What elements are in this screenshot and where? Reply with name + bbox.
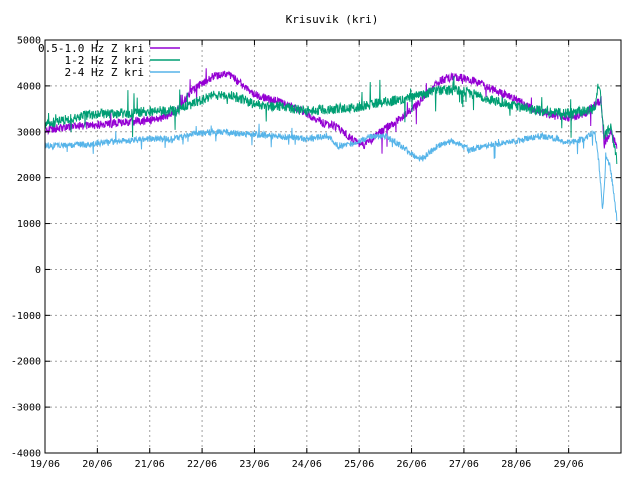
axes: -4000 -3000 -2000 -1000 0 1000 2000 3000 4000 500… [11, 36, 621, 470]
series-layer [44, 68, 618, 221]
x-tick-label: 19/06 [30, 459, 60, 470]
plot-frame [44, 39, 622, 454]
y-tick-label: 2000 [17, 173, 41, 184]
grid [45, 40, 621, 453]
x-tick-label: 20/06 [82, 459, 112, 470]
y-tick-label: -1000 [11, 311, 41, 322]
y-tick-label: 5000 [17, 36, 41, 47]
y-tick-label: -3000 [11, 403, 41, 414]
legend-label: 1-2 Hz Z kri [65, 54, 144, 67]
x-tick-label: 26/06 [396, 459, 426, 470]
x-tick-label: 28/06 [501, 459, 531, 470]
series-1 [44, 68, 618, 154]
y-tick-label: -4000 [11, 449, 41, 460]
x-tick-label: 29/06 [554, 459, 584, 470]
x-tick-label: 22/06 [187, 459, 217, 470]
x-tick-label: 25/06 [344, 459, 374, 470]
x-tick-label: 24/06 [292, 459, 322, 470]
y-tick-label: 1000 [17, 219, 41, 230]
chart-title: Krisuvik (kri) [286, 13, 379, 26]
y-tick-label: 0 [35, 265, 41, 276]
series-line [44, 75, 618, 165]
y-tick-label: 4000 [17, 81, 41, 92]
x-tick-label: 21/06 [135, 459, 165, 470]
x-tick-label: 27/06 [449, 459, 479, 470]
legend-label: 0.5-1.0 Hz Z kri [38, 42, 144, 55]
y-tick-label: 3000 [17, 127, 41, 138]
series-2 [44, 75, 618, 165]
legend-label: 2-4 Hz Z kri [65, 66, 144, 79]
series-line [44, 68, 618, 154]
y-tick-label: -2000 [11, 357, 41, 368]
series-3 [44, 123, 618, 221]
series-line [44, 123, 618, 221]
x-tick-label: 23/06 [239, 459, 269, 470]
